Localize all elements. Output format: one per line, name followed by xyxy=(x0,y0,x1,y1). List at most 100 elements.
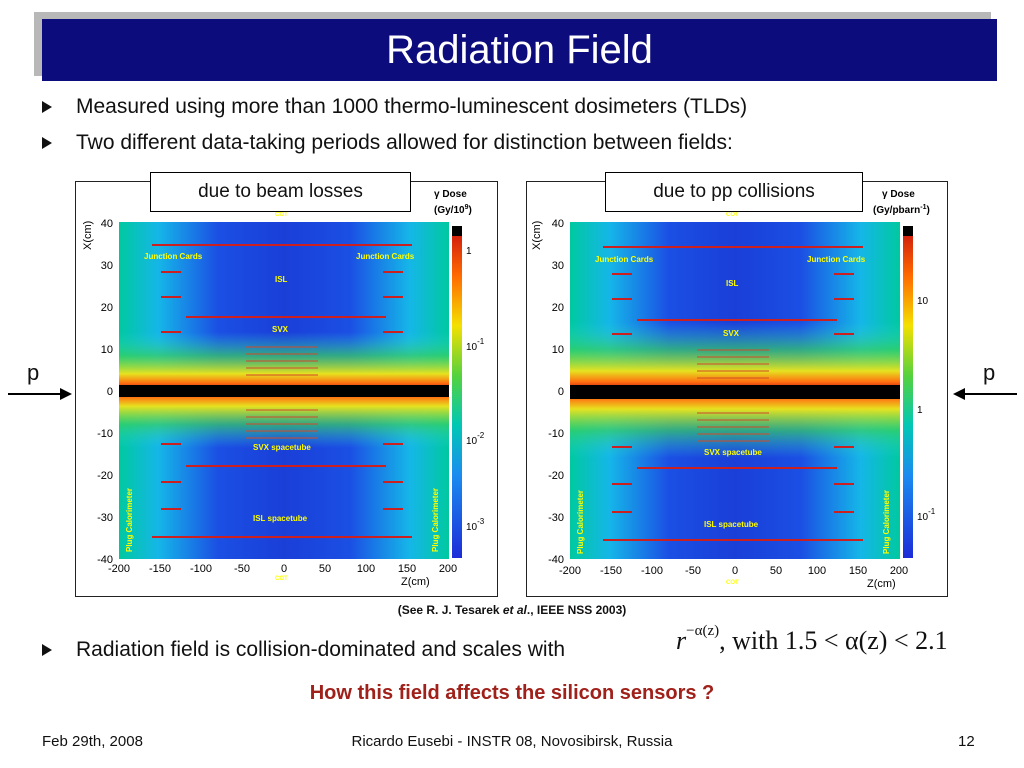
y-tick: -20 xyxy=(548,470,564,482)
bullet-2-text: Two different data-taking periods allowe… xyxy=(76,131,733,154)
x-tick: -200 xyxy=(108,563,130,575)
citation: (See R. J. Tesarek et al., IEEE NSS 2003… xyxy=(0,603,1024,617)
page-number: 12 xyxy=(958,733,975,750)
svx-spacetube-label: SVX spacetube xyxy=(704,448,762,457)
detector-lines xyxy=(603,246,863,541)
isl-label: ISL xyxy=(275,275,288,284)
dose-map-beam-losses: Junction Cards Junction Cards ISL SVX SV… xyxy=(75,181,498,597)
cot-bottom-label: COT xyxy=(275,576,288,582)
legend-tick: 1 xyxy=(466,246,472,257)
junction-cards-right-label: Junction Cards xyxy=(356,252,415,261)
beampipe-band xyxy=(570,385,900,399)
dose-map-svg: Junction Cards Junction Cards ISL SVX SV… xyxy=(531,189,936,590)
cot-top-label: COT xyxy=(275,212,288,218)
x-tick: 200 xyxy=(890,565,908,577)
plug-calorimeter-right-label: Plug Calorimeter xyxy=(431,488,440,552)
formula-base: r xyxy=(676,626,687,655)
beam-arrow-left-icon xyxy=(953,388,1017,400)
bullet-3: Radiation field is collision-dominated a… xyxy=(42,638,565,662)
scaling-formula: r−α(z), with 1.5 < α(z) < 2.1 xyxy=(676,623,948,656)
isl-label: ISL xyxy=(726,279,739,288)
footer-center: Ricardo Eusebi - INSTR 08, Novosibirsk, … xyxy=(351,733,673,750)
color-scale-top xyxy=(903,226,913,236)
legend-tick: 10-1 xyxy=(917,507,936,523)
legend-title-line1: γ Dose xyxy=(882,189,915,200)
y-tick: 40 xyxy=(552,218,564,230)
bullet-3-text: Radiation field is collision-dominated a… xyxy=(76,638,566,661)
beam-arrow-right-icon xyxy=(8,388,72,400)
x-tick: -150 xyxy=(600,565,622,577)
color-scale-bar xyxy=(903,226,913,558)
y-tick: 20 xyxy=(552,302,564,314)
isl-spacetube-label: ISL spacetube xyxy=(253,514,308,523)
y-tick: -10 xyxy=(548,428,564,440)
isl-spacetube-label: ISL spacetube xyxy=(704,520,759,529)
y-tick: 10 xyxy=(101,344,113,356)
junction-cards-left-label: Junction Cards xyxy=(144,252,203,261)
legend-title-line2: (Gy/109) xyxy=(434,204,472,216)
legend-tick: 10 xyxy=(917,296,929,307)
bullet-arrow-icon xyxy=(42,101,52,113)
proton-label-right: p xyxy=(983,360,996,385)
bullet-arrow-icon xyxy=(42,137,52,149)
x-tick: -200 xyxy=(559,565,581,577)
x-tick: 100 xyxy=(357,563,375,575)
y-tick: 0 xyxy=(558,386,564,398)
x-tick: 0 xyxy=(281,563,287,575)
y-tick: -30 xyxy=(97,512,113,524)
y-tick: -40 xyxy=(548,554,564,566)
x-tick: -50 xyxy=(234,563,250,575)
legend-tick: 10-1 xyxy=(466,337,485,353)
legend-title-line1: γ Dose xyxy=(434,189,467,200)
y-tick: 20 xyxy=(101,302,113,314)
plug-calorimeter-left-label: Plug Calorimeter xyxy=(125,488,134,552)
legend-tick: 10-2 xyxy=(466,431,485,447)
svx-layers xyxy=(697,349,769,442)
svx-label: SVX xyxy=(723,329,740,338)
detector-lines xyxy=(152,244,412,538)
plug-calorimeter-left-label: Plug Calorimeter xyxy=(576,490,585,554)
legend-tick: 10-3 xyxy=(466,517,485,533)
y-tick: 30 xyxy=(552,260,564,272)
citation-suffix: ., IEEE NSS 2003) xyxy=(526,603,627,617)
x-tick: 150 xyxy=(849,565,867,577)
y-tick: -40 xyxy=(97,554,113,566)
slide-title: Radiation Field xyxy=(386,27,653,72)
dose-map-pp-collisions: Junction Cards Junction Cards ISL SVX SV… xyxy=(526,181,948,597)
legend-title-line2: (Gy/pbarn-1) xyxy=(873,204,930,216)
footer-date: Feb 29th, 2008 xyxy=(42,733,143,750)
dose-map-svg: Junction Cards Junction Cards ISL SVX SV… xyxy=(82,189,485,588)
highlight-question: How this field affects the silicon senso… xyxy=(309,682,715,704)
svx-layers xyxy=(246,346,318,439)
citation-italic: et al xyxy=(502,603,527,617)
y-tick: -20 xyxy=(97,470,113,482)
y-axis-label: X(cm) xyxy=(531,221,543,250)
svx-spacetube-label: SVX spacetube xyxy=(253,443,311,452)
color-scale-bar xyxy=(452,226,462,558)
beampipe-band xyxy=(119,385,449,397)
x-tick: -100 xyxy=(641,565,663,577)
y-tick: 30 xyxy=(101,260,113,272)
x-axis-label: Z(cm) xyxy=(867,578,896,590)
y-tick: 40 xyxy=(101,218,113,230)
bullet-1: Measured using more than 1000 thermo-lum… xyxy=(42,95,747,119)
junction-cards-right-label: Junction Cards xyxy=(807,255,866,264)
x-axis-label: Z(cm) xyxy=(401,576,430,588)
x-tick: 200 xyxy=(439,563,457,575)
x-tick: 50 xyxy=(319,563,331,575)
junction-cards-left-label: Junction Cards xyxy=(595,255,654,264)
x-tick: -150 xyxy=(149,563,171,575)
bullet-2: Two different data-taking periods allowe… xyxy=(42,131,733,155)
formula-tail: , with 1.5 < α(z) < 2.1 xyxy=(719,626,948,655)
legend-tick: 1 xyxy=(917,405,923,416)
y-tick: -10 xyxy=(97,428,113,440)
y-tick: 10 xyxy=(552,344,564,356)
color-scale-top xyxy=(452,226,462,236)
cot-bottom-label: COT xyxy=(726,580,739,586)
x-tick: -50 xyxy=(685,565,701,577)
pp-collisions-label: due to pp collisions xyxy=(605,172,863,212)
y-tick: 0 xyxy=(107,386,113,398)
bullet-arrow-icon xyxy=(42,644,52,656)
x-tick: -100 xyxy=(190,563,212,575)
y-axis-label: X(cm) xyxy=(82,221,94,250)
